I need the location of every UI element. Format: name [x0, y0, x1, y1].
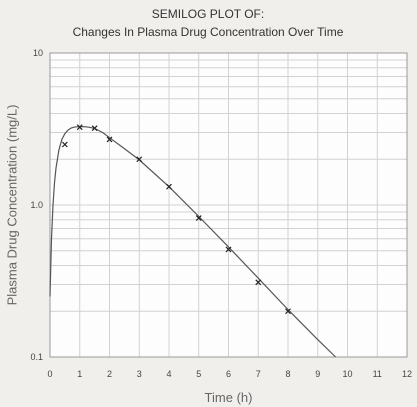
x-tick-label: 10: [342, 369, 352, 379]
x-tick-label: 6: [226, 369, 231, 379]
x-tick-label: 5: [196, 369, 201, 379]
data-point-marker: [166, 183, 172, 190]
x-tick-label: 7: [256, 369, 261, 379]
data-point-marker: [76, 124, 83, 131]
marker-stroke: [285, 308, 291, 315]
plot-frame: [49, 52, 408, 358]
x-axis-label: Time (h): [205, 390, 253, 405]
marker-stroke: [166, 183, 172, 190]
marker-stroke: [195, 215, 202, 222]
data-point-marker: [255, 279, 262, 286]
grid-lines: [49, 52, 408, 358]
data-point-marker: [91, 125, 98, 132]
marker-stroke: [76, 124, 83, 131]
y-axis-label: Plasma Drug Concentration (mg/L): [4, 105, 19, 306]
marker-stroke: [255, 279, 262, 286]
x-tick-label: 2: [107, 369, 112, 379]
marker-stroke: [91, 125, 98, 132]
x-tick-label: 12: [402, 369, 412, 379]
data-point-marker: [285, 308, 291, 315]
marker-stroke: [225, 246, 232, 253]
data-point-marker: [61, 141, 68, 148]
fitted-curve-line: [49, 126, 337, 358]
data-point-marker: [195, 215, 202, 222]
x-tick-label: 9: [315, 369, 320, 379]
marker-stroke: [136, 156, 143, 163]
x-tick-label: 3: [137, 369, 142, 379]
data-point-marker: [225, 246, 232, 253]
y-tick-label: 1.0: [30, 200, 43, 210]
data-point-marker: [106, 136, 113, 143]
data-point-marker: [136, 156, 143, 163]
y-tick-label: 0.1: [30, 352, 43, 362]
fitted-curve-group: [49, 126, 337, 358]
x-tick-label: 4: [166, 369, 171, 379]
chart-subtitle: Changes In Plasma Drug Concentration Ove…: [73, 25, 344, 39]
marker-stroke: [61, 141, 68, 148]
chart-title: SEMILOG PLOT OF:: [152, 7, 264, 21]
y-tick-label: 10: [33, 48, 43, 58]
tick-labels: 0 1 2 3 4 5 6 7 8 9 10 11 120.11.010: [30, 48, 412, 379]
x-tick-label: 1: [77, 369, 82, 379]
x-tick-label: 8: [285, 369, 290, 379]
data-points: [61, 124, 291, 315]
x-tick-label: 11: [373, 369, 382, 379]
marker-stroke: [106, 136, 113, 143]
x-tick-label: 0: [47, 369, 52, 379]
